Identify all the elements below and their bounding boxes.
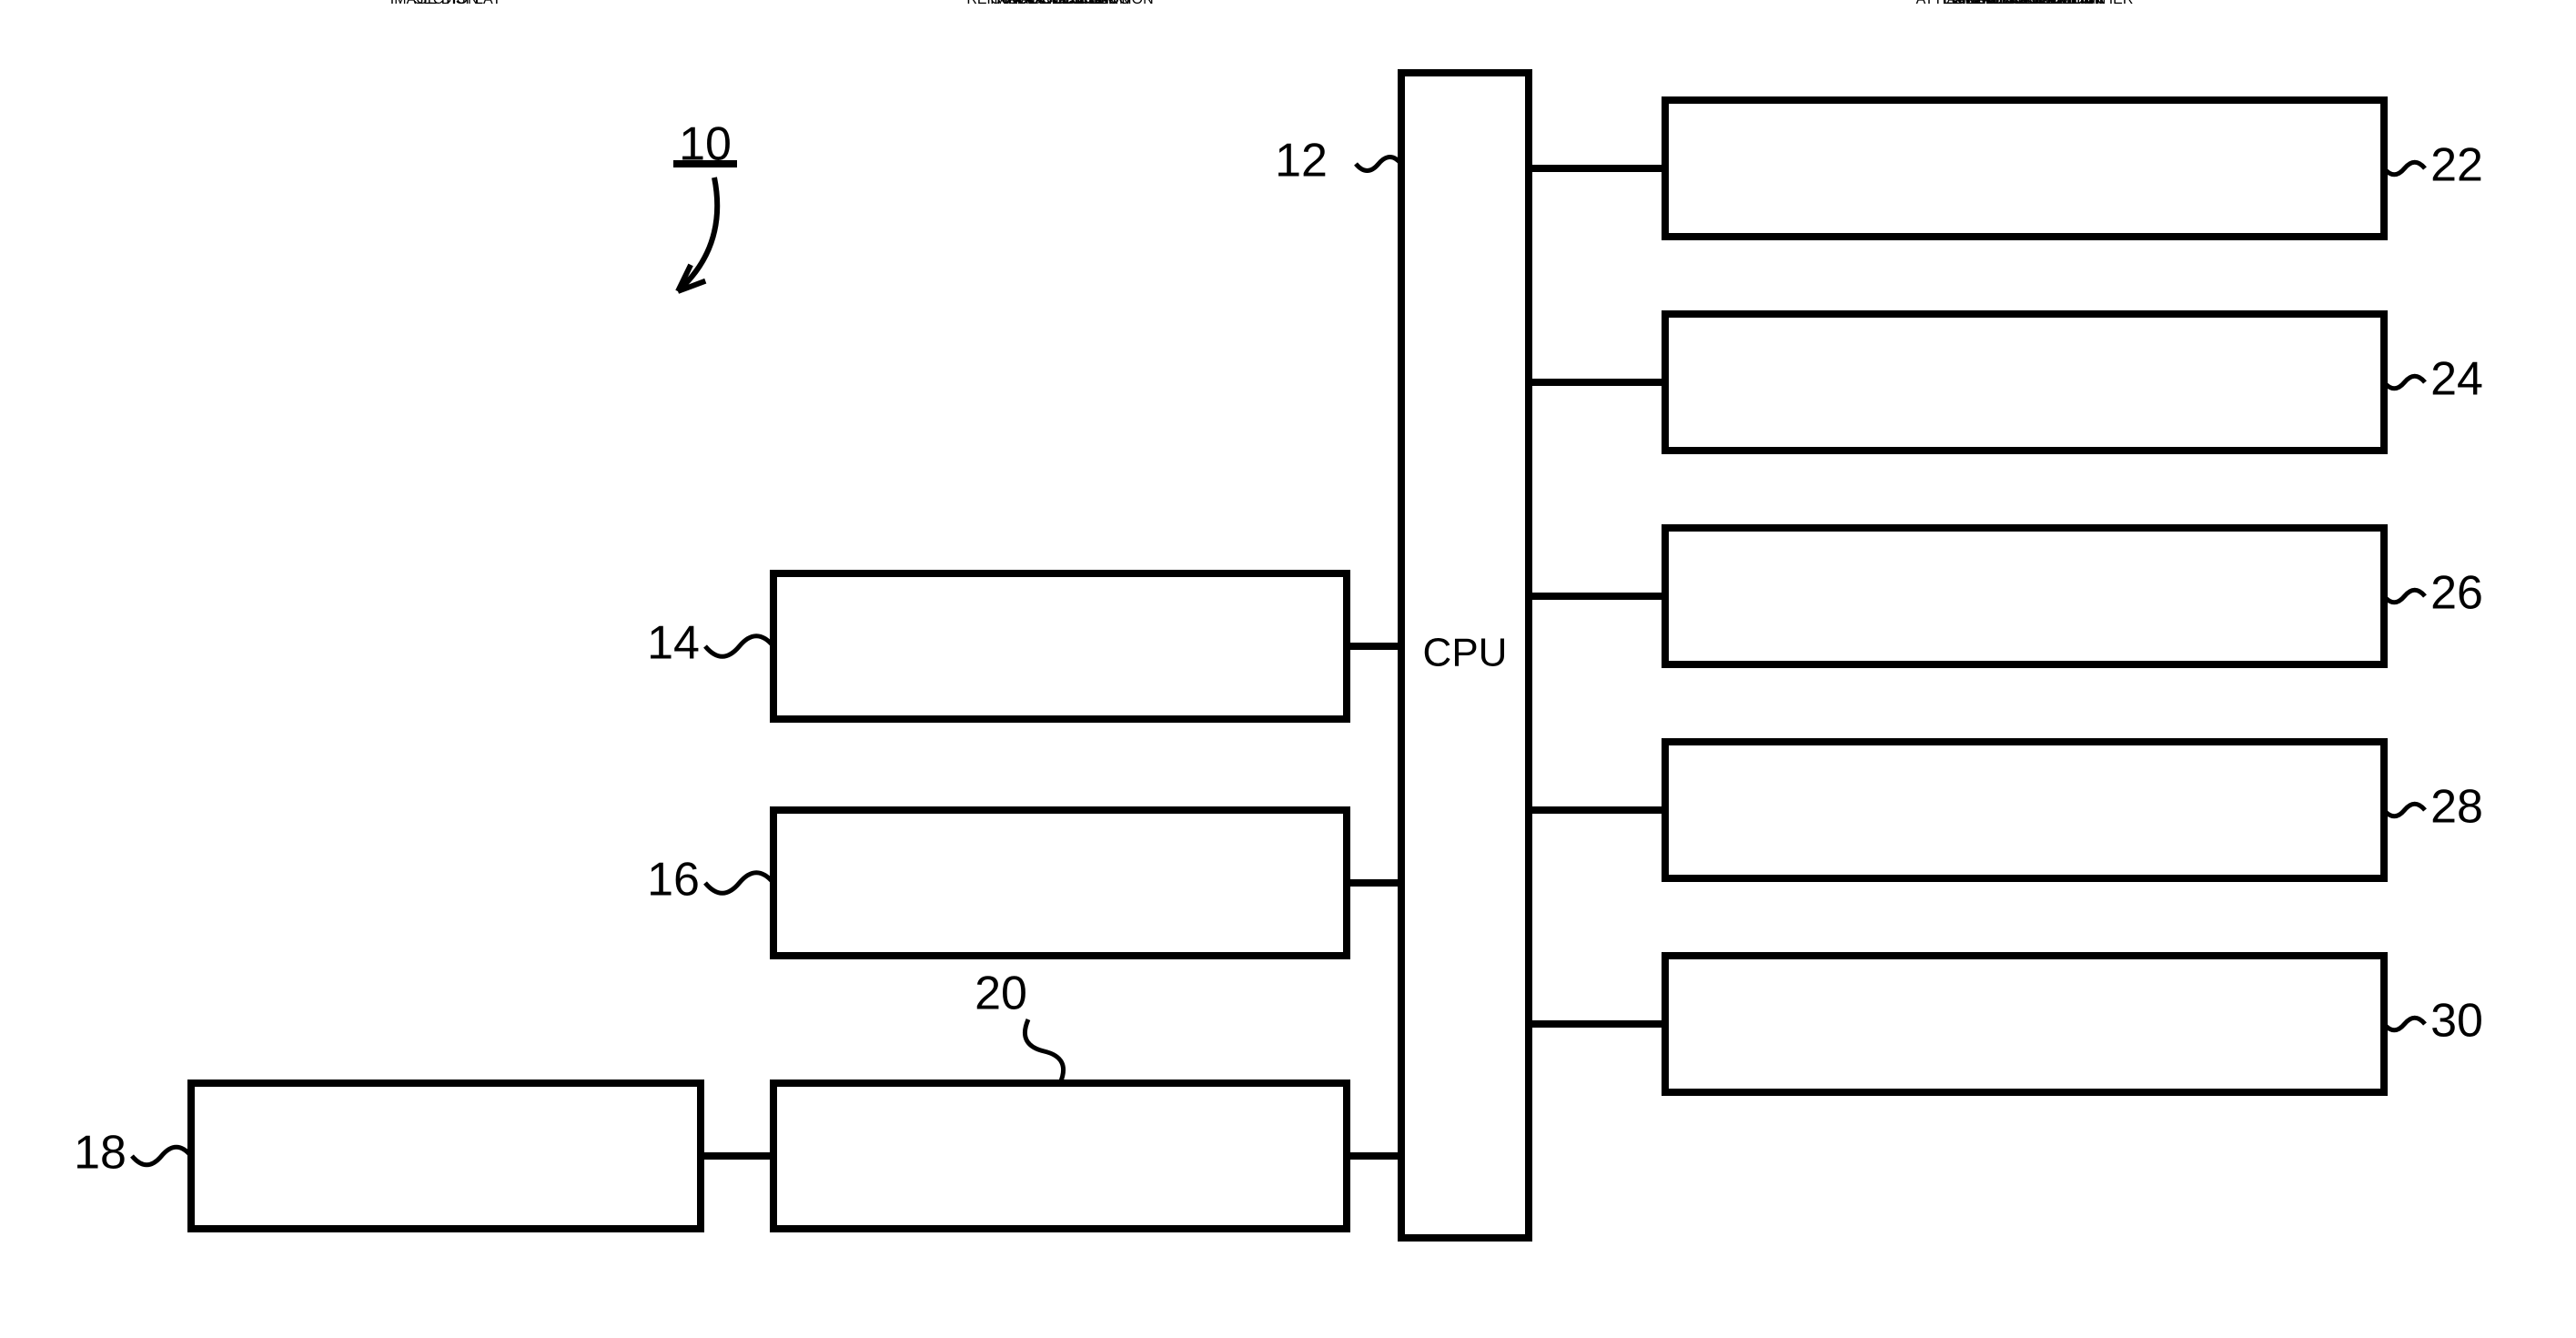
undefined-line1: SECTION (413, 0, 478, 7)
ref-22: 22 (2430, 139, 2483, 192)
ref-28: 28 (2430, 781, 2483, 834)
block-attn-dec (1665, 314, 2384, 451)
ref-lead (2384, 804, 2425, 816)
ref-20: 20 (975, 968, 1027, 1020)
ref-26: 26 (2430, 567, 2483, 620)
ref-24: 24 (2430, 353, 2483, 406)
ref-30: 30 (2430, 995, 2483, 1048)
block-img-id (1665, 742, 2384, 878)
cpu-label: CPU (1423, 631, 1508, 675)
ref-lead (705, 873, 773, 894)
block-in-img (1665, 528, 2384, 664)
ref-lead (2384, 590, 2425, 603)
block-img-disp (191, 1083, 701, 1229)
block-disp-ctrl (773, 1083, 1347, 1229)
ref-16: 16 (647, 854, 700, 907)
ref-14: 14 (647, 617, 700, 670)
ref-lead (2384, 162, 2425, 175)
undefined-line1: CONTROL SECTION (990, 0, 1129, 7)
block-img-rec (773, 573, 1347, 719)
ref-lead (1356, 157, 1401, 171)
ref-lead (2384, 376, 2425, 389)
ref-lead (1025, 1019, 1063, 1083)
cpu-ref: 12 (1275, 135, 1328, 188)
block-diagram: CPU1210IMAGE RECORDINGREPRODUCTION SECTI… (0, 0, 2576, 1338)
ref-lead (705, 636, 773, 657)
ref-lead (132, 1147, 191, 1165)
block-time-meas (1665, 100, 2384, 237)
ref-lead (2384, 1018, 2425, 1030)
block-attn-img (1665, 956, 2384, 1092)
undefined-line1: DECISION SECTION (1955, 0, 2095, 7)
ref-18: 18 (74, 1127, 126, 1180)
block-op-input (773, 810, 1347, 956)
